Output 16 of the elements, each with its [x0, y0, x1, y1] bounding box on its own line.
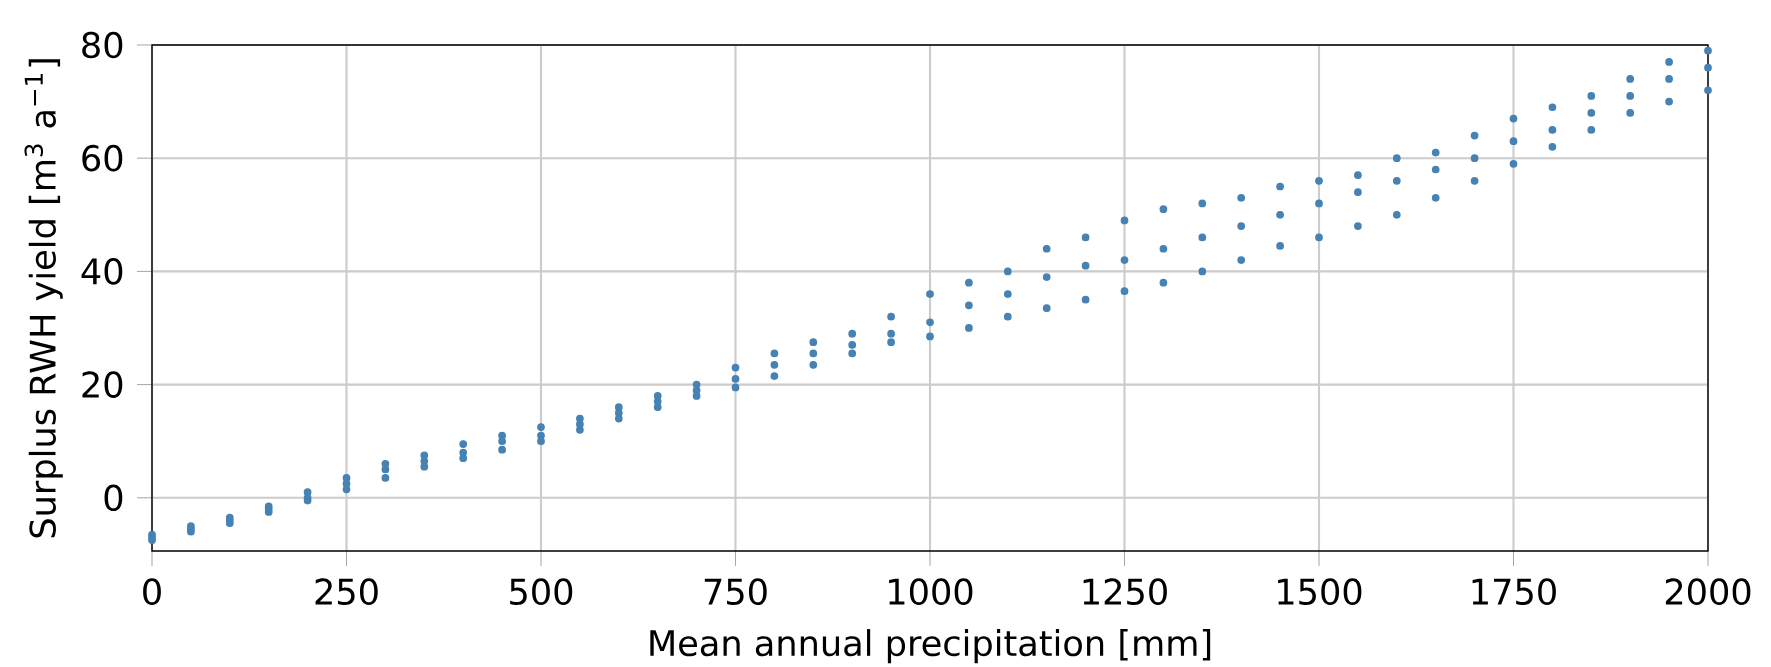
- x-tick-label: 0: [143, 578, 161, 605]
- y-tick-label: 80: [82, 31, 123, 59]
- x-tick-label: 2000: [1665, 578, 1751, 605]
- y-tick-label: 0: [104, 484, 123, 512]
- y-axis-title: Surplus RWH yield [m$^{3}$ a$^{−1}$]: [24, 59, 63, 538]
- x-tick-label: 500: [510, 578, 573, 605]
- x-tick-label: 1750: [1472, 578, 1556, 605]
- x-tick-label: 1000: [889, 578, 973, 605]
- x-axis-title: Mean annual precipitation [mm]: [650, 629, 1211, 664]
- y-tick-label: 40: [81, 258, 123, 285]
- x-tick-label: 750: [704, 578, 767, 605]
- x-tick-label: 1250: [1083, 578, 1167, 605]
- y-tick-label: 20: [82, 371, 123, 398]
- x-tick-label: 250: [315, 578, 378, 605]
- y-tick-label: 60: [82, 144, 123, 172]
- x-tick-label: 1500: [1278, 578, 1362, 605]
